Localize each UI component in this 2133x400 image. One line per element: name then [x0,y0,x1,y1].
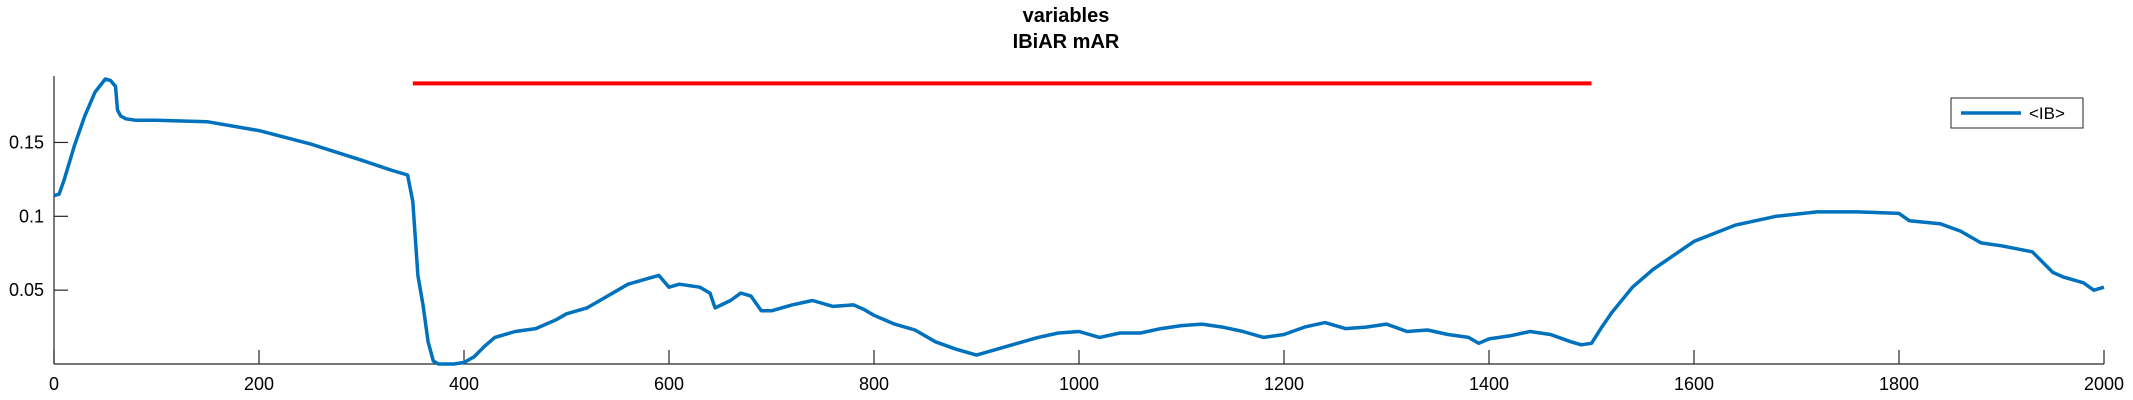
legend: <IB> [1950,97,2084,129]
x-ticks: 0 200 400 600 800 1000 1200 1400 1600 1800 2000 [49,350,2124,394]
x-tick-label: 1000 [1059,374,1099,394]
x-tick-label: 0 [49,374,59,394]
x-tick-label: 1400 [1469,374,1509,394]
x-tick-label: 400 [449,374,479,394]
x-tick-label: 600 [654,374,684,394]
legend-label-ib: <IB> [2029,104,2065,123]
y-tick-label: 0.1 [19,206,44,226]
x-tick-label: 1800 [1879,374,1919,394]
x-tick-label: 200 [244,374,274,394]
chart-title-line-1: variables [1023,5,1110,27]
x-tick-label: 1600 [1674,374,1714,394]
x-tick-label: 800 [859,374,889,394]
series-group [53,77,2105,366]
y-ticks: 0.05 0.1 0.15 [9,132,68,300]
x-tick-label: 1200 [1264,374,1304,394]
y-tick-label: 0.15 [9,132,44,152]
chart-title-line-2: IBiAR mAR [1013,31,1120,53]
series-line-ib [53,77,2105,366]
x-tick-label: 2000 [2084,374,2124,394]
y-tick-label: 0.05 [9,280,44,300]
